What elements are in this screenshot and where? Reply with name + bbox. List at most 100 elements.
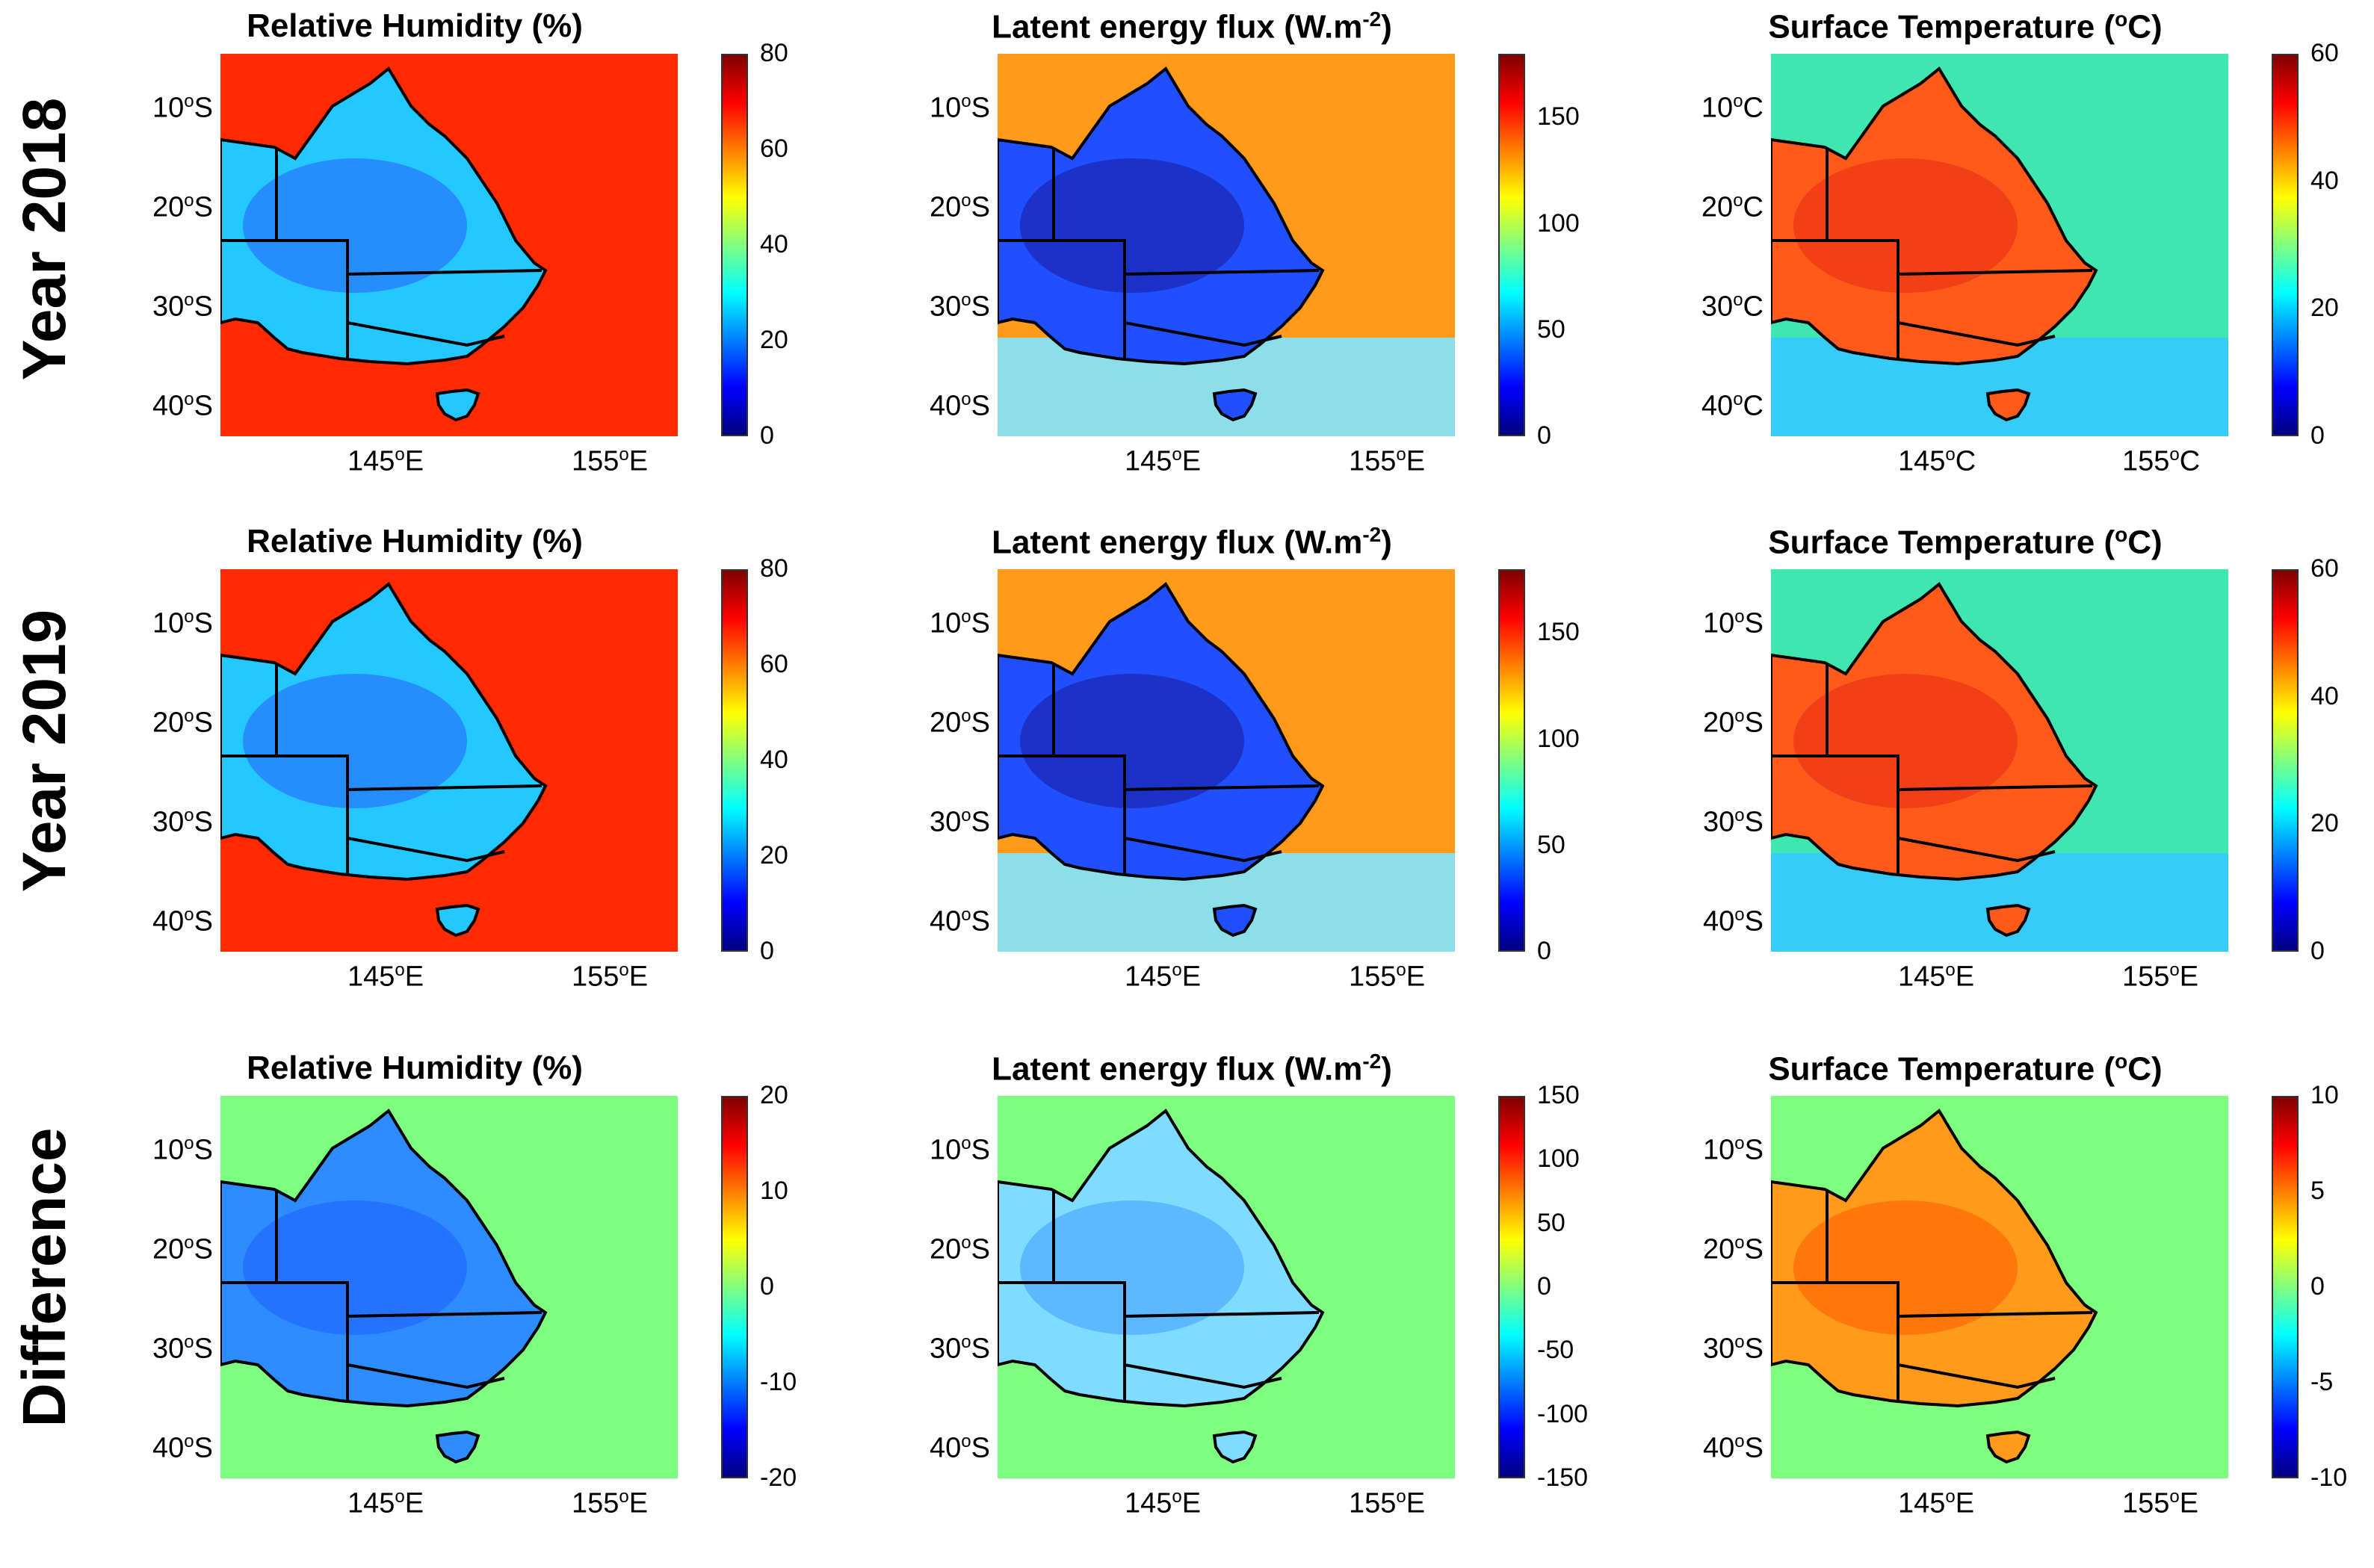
lon-label: 155oE <box>1349 1487 1426 1519</box>
colorbar-tick: 0 <box>2310 937 2325 965</box>
colorbar-tick: 150 <box>1537 618 1580 647</box>
lon-label: 155oC <box>2122 444 2201 477</box>
interior-field <box>1793 1200 2018 1335</box>
interior-field <box>243 158 467 293</box>
interior-field <box>243 674 467 808</box>
colorbar-tick: 150 <box>1537 1081 1580 1109</box>
colorbar-tick: 0 <box>2310 1272 2325 1301</box>
lat-label: 10oS <box>930 91 990 124</box>
map-diff-rh <box>219 1096 678 1478</box>
lat-label: 20oS <box>152 706 213 739</box>
colorbar-tick: -5 <box>2310 1368 2334 1396</box>
colorbar-tick: 60 <box>760 134 788 163</box>
colorbar-tick: 80 <box>760 554 788 583</box>
colorbar-tick: -10 <box>2310 1463 2348 1492</box>
colorbar-tick: 0 <box>1537 421 1551 450</box>
tasmania <box>1212 1430 1258 1464</box>
colorbar-tick: -50 <box>1537 1336 1574 1365</box>
state-border-2 <box>1124 269 1320 276</box>
lat-label: 20oS <box>930 706 990 739</box>
colorbar-tick: 20 <box>760 1081 788 1109</box>
tasmania <box>1212 388 1258 422</box>
state-border-3 <box>1124 321 1282 347</box>
lon-label: 145oE <box>347 444 424 477</box>
map-area <box>996 1096 1455 1478</box>
map-area <box>219 569 678 952</box>
lon-label: 145oE <box>347 1487 424 1519</box>
state-border-3 <box>1124 837 1282 863</box>
lat-label: 20oS <box>152 1233 213 1265</box>
map-diff-st <box>1769 1096 2228 1478</box>
state-border-1 <box>276 1281 349 1401</box>
colorbar-tick: 0 <box>760 1272 774 1301</box>
lat-label: 20oS <box>152 190 213 223</box>
state-border-1 <box>1054 754 1126 874</box>
panel-year2018-rh: Relative Humidity (%) 10oS 20oS 30oS 40oS 145… <box>108 7 788 477</box>
colorbar-tick: 60 <box>2310 554 2339 583</box>
colorbar-tick: 5 <box>2310 1177 2325 1205</box>
lat-label: 40oS <box>930 1431 990 1464</box>
map-area <box>1769 1096 2228 1478</box>
lat-label: 10oC <box>1701 91 1764 124</box>
interior-field <box>1793 158 2018 293</box>
lat-label: 40oS <box>152 905 213 938</box>
row-label-difference: Difference <box>10 1127 78 1428</box>
colorbar-tick: 40 <box>760 230 788 258</box>
state-border-3 <box>1897 1363 2056 1389</box>
panel-title: Surface Temperature (oC) <box>1768 523 2163 561</box>
map-year2018-le <box>996 54 1455 436</box>
map-year2019-st <box>1769 569 2228 952</box>
colorbar-tick: -150 <box>1537 1463 1589 1492</box>
lon-label: 145oE <box>1898 960 1975 993</box>
colorbar-tick: 60 <box>760 650 788 678</box>
map-year2018-rh <box>219 54 678 436</box>
interior-field <box>1793 674 2018 808</box>
lat-label: 30oS <box>930 805 990 838</box>
lat-label: 10oS <box>152 91 213 124</box>
state-border-2 <box>1124 784 1320 791</box>
lon-label: 145oE <box>1125 1487 1202 1519</box>
colorbar-tick: -10 <box>760 1368 797 1396</box>
lat-label: 40oS <box>152 389 213 422</box>
interior-field <box>1020 158 1244 293</box>
colorbar-diff-le <box>1498 1096 1525 1478</box>
tasmania <box>435 388 480 422</box>
lat-label: 20oS <box>1703 1233 1764 1265</box>
state-border-3 <box>347 837 505 863</box>
state-border-2 <box>347 269 543 276</box>
colorbar-tick: 50 <box>1537 1208 1565 1237</box>
lat-label: 10oS <box>1703 607 1764 639</box>
map-diff-le <box>996 1096 1455 1478</box>
panel-year2018-le: Latent energy flux (W.m-2) 10oS 20oS 30oS 40… <box>885 7 1580 477</box>
state-border-1 <box>1827 1281 1899 1401</box>
lon-label: 145oE <box>347 960 424 993</box>
lat-label: 20oS <box>930 190 990 223</box>
lat-label: 30oS <box>1703 1332 1764 1365</box>
map-area <box>996 569 1455 952</box>
colorbar-tick: 100 <box>1537 724 1580 753</box>
panel-title: Relative Humidity (%) <box>247 523 583 560</box>
lat-label: 30oS <box>152 290 213 323</box>
colorbar-tick: 20 <box>760 841 788 870</box>
lat-label: 10oS <box>930 607 990 639</box>
colorbar-tick: 50 <box>1537 314 1565 344</box>
lat-label: 10oS <box>152 1133 213 1166</box>
colorbar-year2018-le <box>1498 54 1525 436</box>
lon-label: 155oE <box>2122 960 2199 993</box>
colorbar-tick: 60 <box>2310 39 2339 67</box>
panel-title: Latent energy flux (W.m-2) <box>992 523 1392 561</box>
lat-label: 40oS <box>1703 1431 1764 1464</box>
tasmania <box>435 903 480 938</box>
state-border-2 <box>1124 1311 1320 1318</box>
panel-year2019-le: Latent energy flux (W.m-2) 10oS 20oS 30oS 40… <box>885 523 1580 993</box>
tasmania <box>1985 1430 2031 1464</box>
colorbar-tick: 40 <box>760 746 788 774</box>
tasmania <box>435 1430 480 1464</box>
state-border-3 <box>347 1363 505 1389</box>
state-border-2 <box>347 1311 543 1318</box>
state-border-3 <box>1124 1363 1282 1389</box>
lat-label: 10oS <box>1703 1133 1764 1166</box>
lat-label: 30oS <box>152 1332 213 1365</box>
colorbar-year2018-st <box>2272 54 2299 436</box>
colorbar-year2018-rh <box>721 54 748 436</box>
